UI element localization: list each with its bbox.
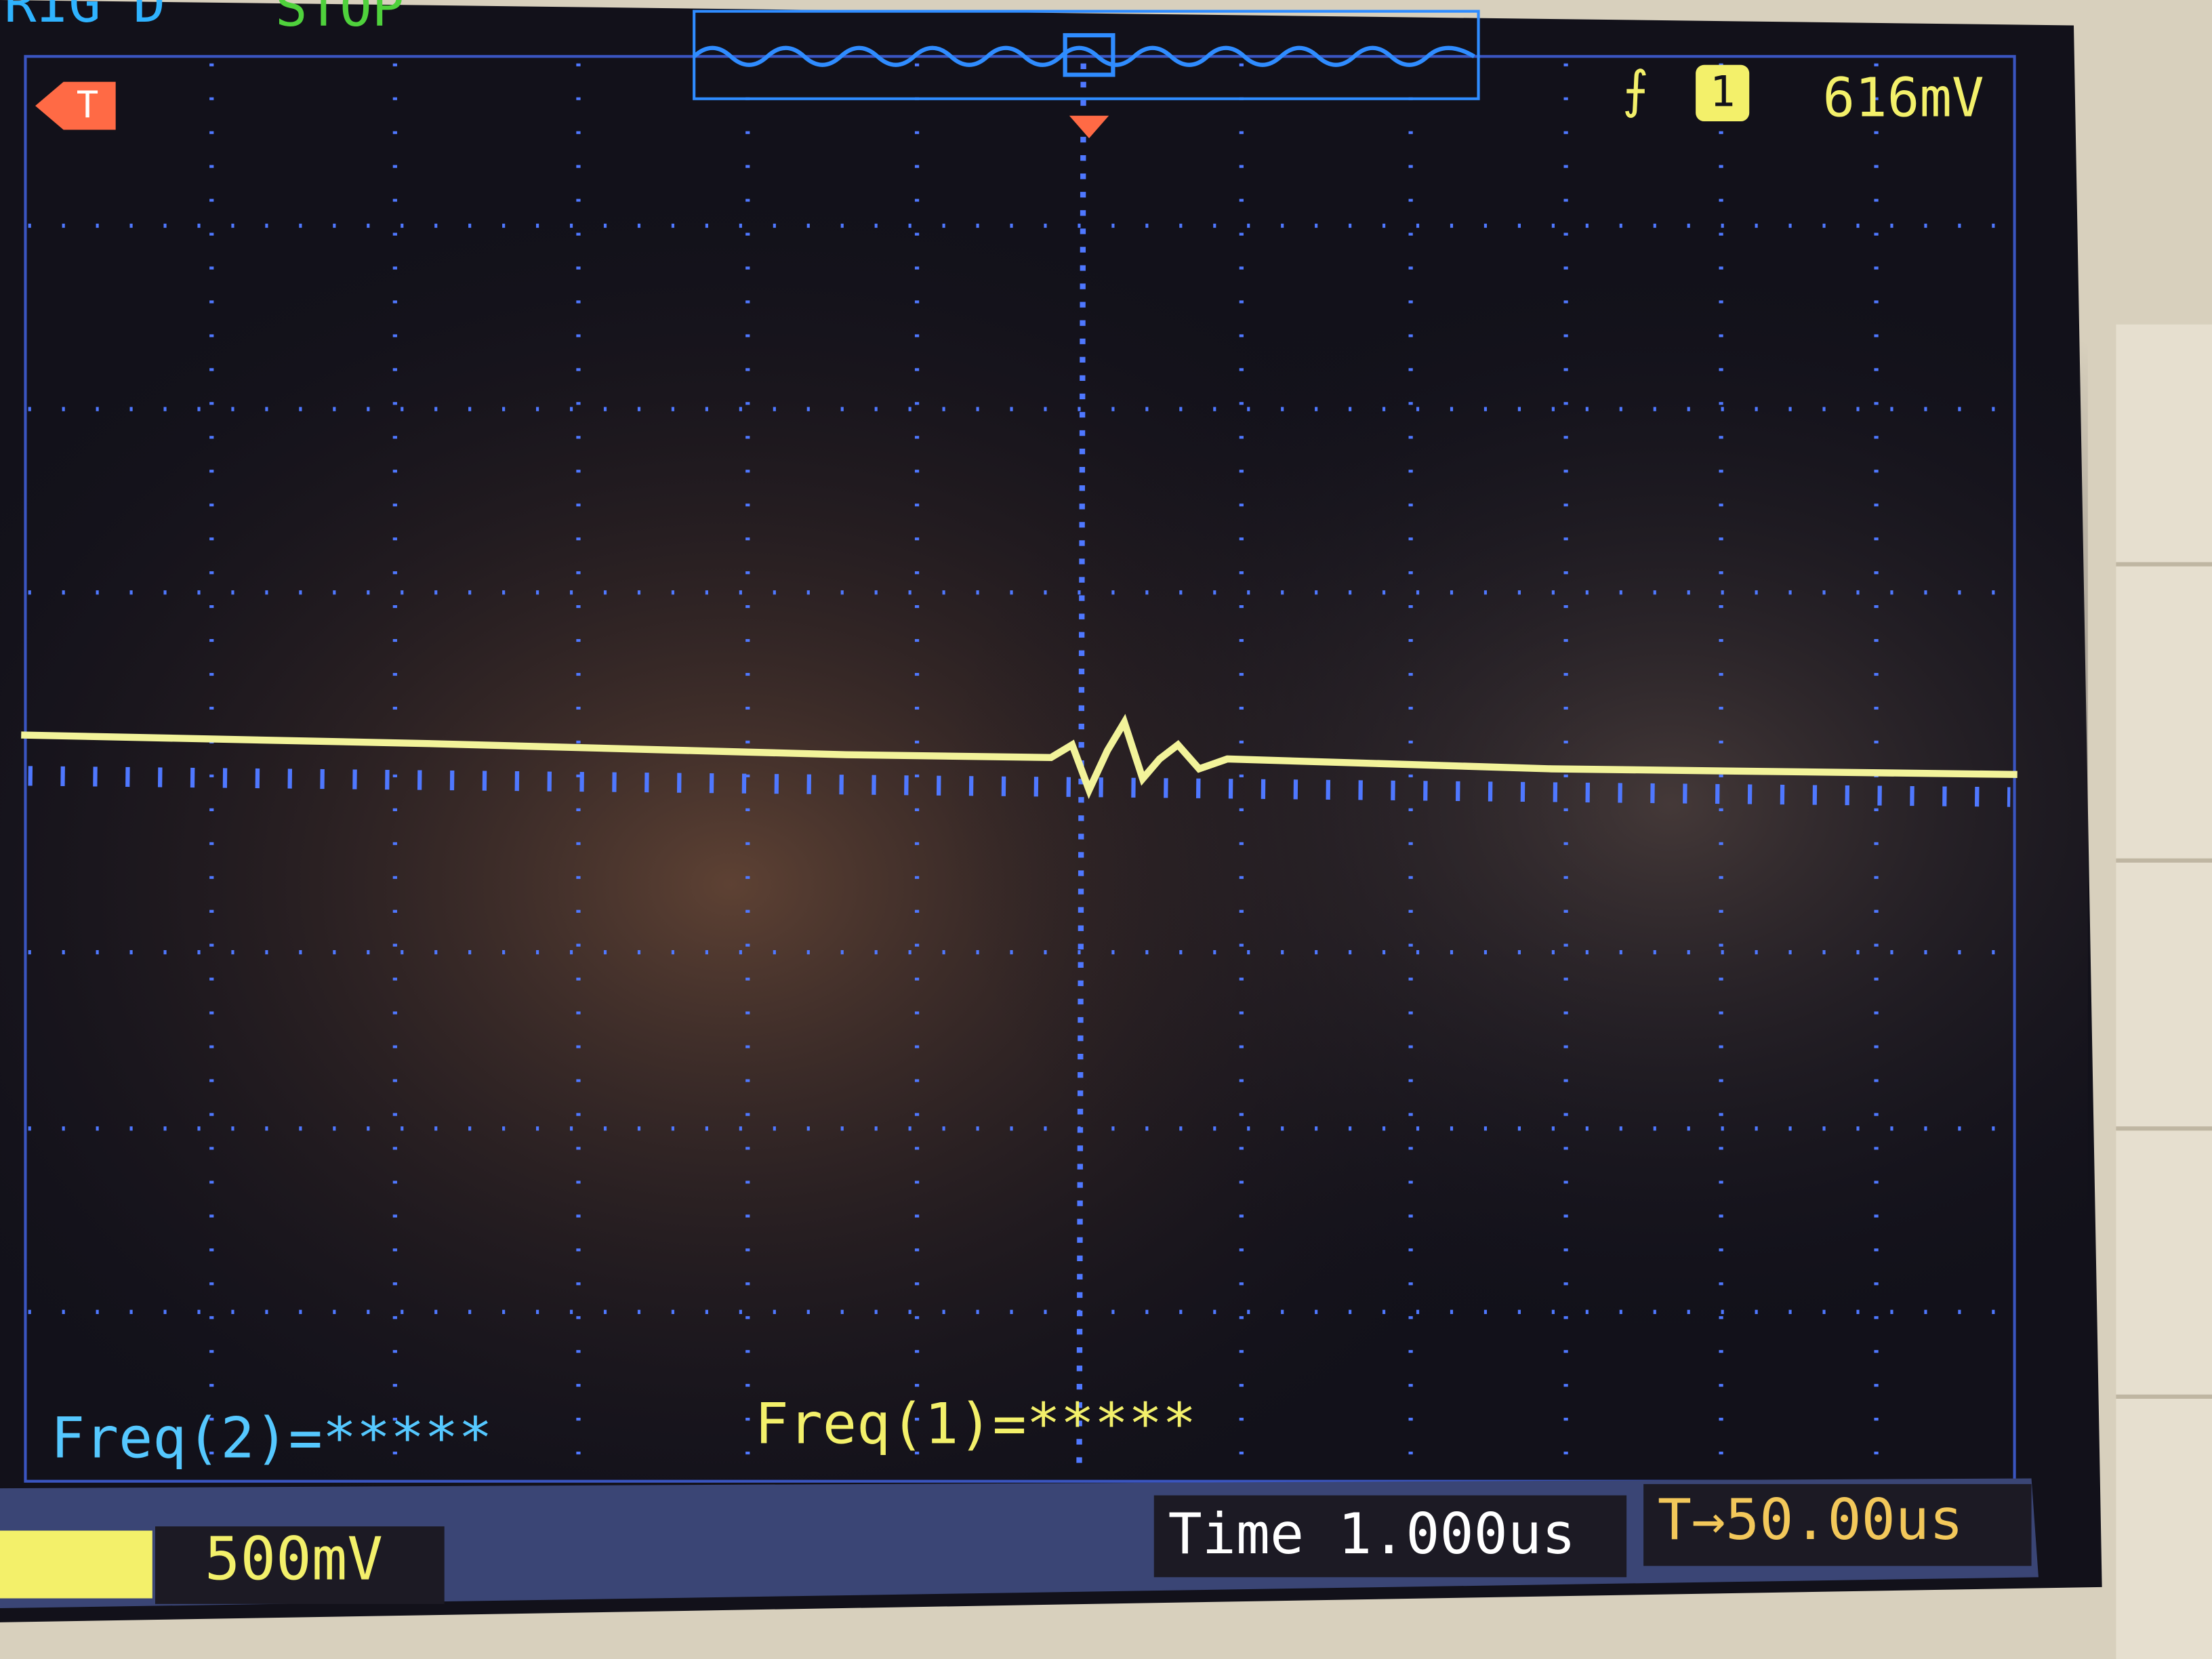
run-state: STOP bbox=[275, 0, 404, 39]
button-gaps bbox=[2116, 562, 2212, 1399]
graticule-center bbox=[28, 63, 2011, 1475]
reflection bbox=[0, 0, 2088, 1609]
trigger-marker bbox=[35, 81, 116, 130]
channel: 1 bbox=[1710, 67, 1736, 117]
channel-badge bbox=[0, 1530, 152, 1599]
measurement: Freq(1)=***** bbox=[755, 1391, 1197, 1457]
volts-box bbox=[155, 1526, 445, 1604]
channel-box bbox=[1696, 64, 1750, 122]
memory-frame bbox=[693, 9, 1480, 100]
delay-box bbox=[1643, 1483, 2032, 1566]
view-window bbox=[1063, 33, 1115, 77]
graticule-border bbox=[24, 55, 2016, 1483]
timebase-box bbox=[1153, 1495, 1627, 1578]
memory-overview bbox=[693, 45, 1475, 67]
measurement: Freq(2)=***** bbox=[51, 1405, 493, 1471]
trigger-delay: T→50.00us bbox=[1658, 1487, 1963, 1553]
volts-per-div: 500mV bbox=[205, 1524, 383, 1593]
side-buttons bbox=[2116, 324, 2212, 1659]
timebase: Time 1.000us bbox=[1168, 1501, 1576, 1567]
trigger-position bbox=[1069, 115, 1109, 138]
trigger-level: 616mV bbox=[1822, 66, 1984, 129]
waveform bbox=[21, 714, 2018, 800]
trigger-state: TRIG'D bbox=[0, 0, 165, 35]
edge-icon: ⨍ bbox=[1622, 60, 1649, 119]
trigger-label: T bbox=[77, 83, 99, 126]
